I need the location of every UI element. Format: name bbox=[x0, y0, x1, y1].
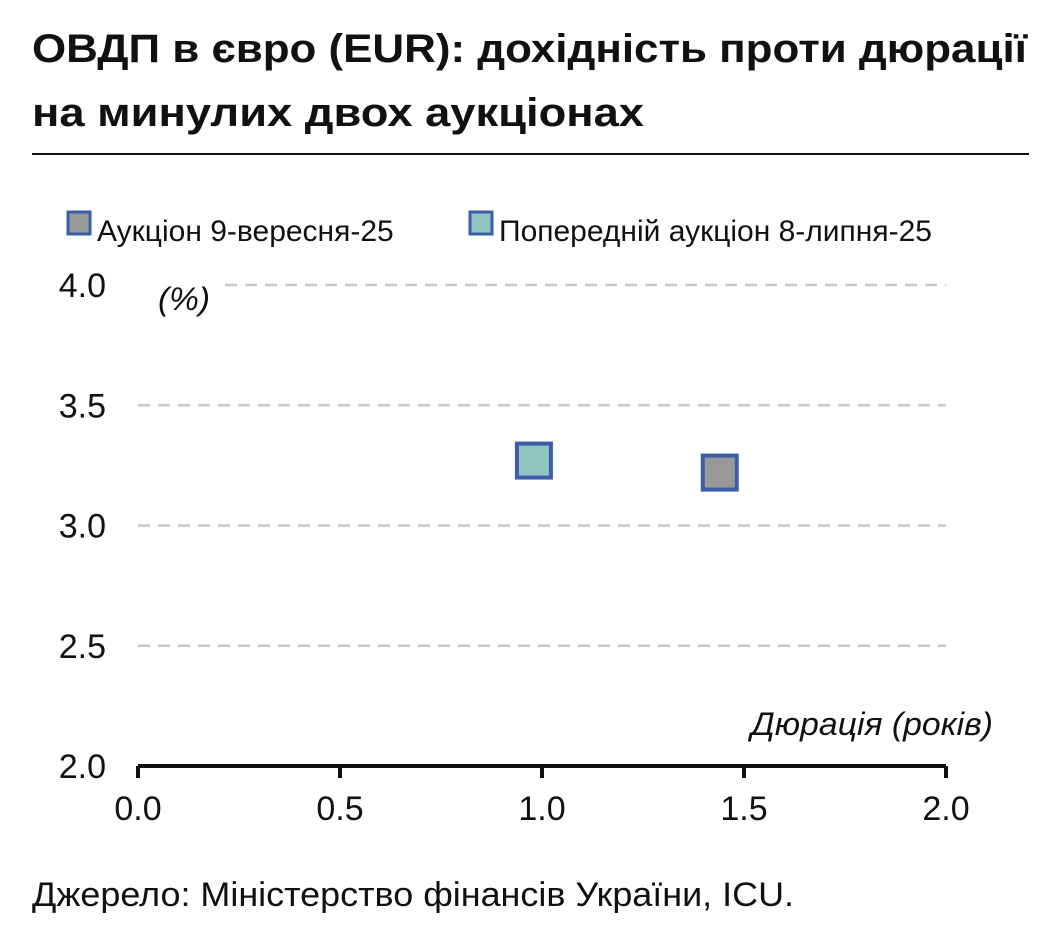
y-tick-label: 3.0 bbox=[59, 508, 106, 546]
y-tick-label: 2.5 bbox=[59, 628, 106, 666]
legend-label: Попередній аукціон 8-липня-25 bbox=[499, 215, 932, 248]
y-tick-label: 2.0 bbox=[59, 748, 106, 786]
legend-swatch bbox=[66, 210, 92, 236]
y-axis-label: (%) bbox=[158, 281, 210, 317]
scatter-point bbox=[514, 441, 553, 480]
x-tick-label: 2.0 bbox=[922, 790, 969, 828]
x-tick-label: 1.0 bbox=[518, 790, 565, 828]
chart-subtitle: на минулих двох аукціонах bbox=[32, 91, 644, 135]
chart-title: ОВДП в євро (EUR): дохідність проти дюра… bbox=[32, 27, 1028, 71]
source-note: Джерело: Міністерство фінансів України, … bbox=[32, 876, 794, 914]
x-tick-label: 1.5 bbox=[720, 790, 767, 828]
x-axis-label: Дюрація (років) bbox=[748, 706, 993, 742]
y-tick-label: 3.5 bbox=[59, 387, 106, 425]
y-tick-label: 4.0 bbox=[59, 267, 106, 305]
x-tick-label: 0.5 bbox=[316, 790, 363, 828]
x-tick-label: 0.0 bbox=[114, 790, 161, 828]
legend-swatch bbox=[468, 210, 494, 236]
legend-label: Аукціон 9-вересня-25 bbox=[97, 215, 394, 248]
scatter-point bbox=[700, 453, 739, 492]
